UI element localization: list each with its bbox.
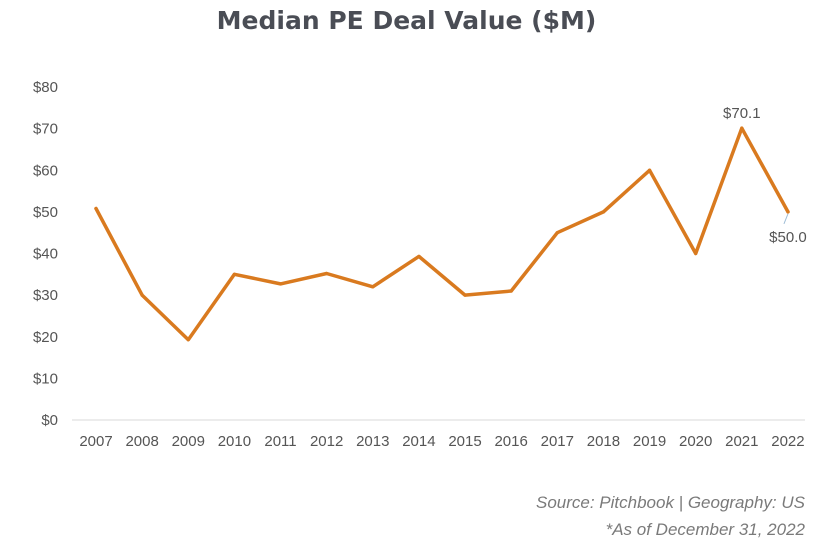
data-point — [555, 231, 559, 235]
x-tick-label: 2013 — [356, 433, 389, 450]
series-layer — [94, 126, 790, 342]
y-tick-label: $0 — [41, 412, 58, 429]
data-point — [278, 282, 283, 286]
data-labels: $70.1 $50.0 — [723, 105, 807, 246]
x-tick-label: 2010 — [218, 433, 251, 450]
data-point — [325, 271, 329, 276]
data-point — [417, 254, 421, 259]
x-tick-label: 2022 — [771, 433, 804, 450]
x-tick-label: 2021 — [725, 433, 758, 450]
data-label: $50.0 — [769, 229, 807, 246]
x-axis: 2007 2008 2009 2010 2011 2012 2013 2014 2015 2016… — [79, 433, 804, 450]
x-tick-label: 2014 — [402, 433, 435, 450]
y-tick-label: $30 — [33, 287, 58, 304]
x-tick-label: 2019 — [633, 433, 666, 450]
data-point — [740, 126, 744, 130]
y-tick-label: $10 — [33, 370, 58, 387]
x-tick-label: 2007 — [79, 433, 112, 450]
x-tick-label: 2015 — [448, 433, 481, 450]
data-point — [463, 293, 467, 297]
data-point — [647, 168, 652, 172]
x-tick-label: 2016 — [494, 433, 527, 450]
y-tick-label: $20 — [33, 329, 58, 346]
source-note: Source: Pitchbook | Geography: US — [535, 493, 805, 512]
data-point — [694, 251, 698, 256]
data-point — [786, 210, 790, 214]
y-tick-label: $70 — [33, 121, 58, 138]
x-tick-label: 2017 — [541, 433, 574, 450]
x-tick-label: 2012 — [310, 433, 343, 450]
data-point — [140, 293, 144, 297]
y-tick-label: $40 — [33, 246, 58, 263]
data-point — [509, 289, 513, 293]
x-tick-label: 2020 — [679, 433, 712, 450]
x-tick-label: 2018 — [587, 433, 620, 450]
data-point — [94, 206, 98, 211]
x-tick-label: 2011 — [264, 433, 296, 450]
data-label-leader — [783, 213, 789, 225]
data-point — [186, 338, 190, 342]
series-line — [94, 126, 790, 342]
y-axis: $0 $10 $20 $30 $40 $50 $60 $70 $80 — [33, 79, 58, 429]
data-point — [601, 210, 606, 214]
x-tick-label: 2009 — [172, 433, 205, 450]
data-point — [371, 285, 375, 289]
line-chart: $0$10$20$30$40$50$60$70$80 2007 2008 2009 2… — [33, 79, 807, 450]
y-tick-label: $50 — [33, 204, 58, 221]
as-of-note: *As of December 31, 2022 — [605, 520, 805, 539]
chart-title: Median PE Deal Value ($M) — [216, 6, 597, 35]
y-tick-label: $80 — [33, 79, 58, 96]
x-tick-label: 2008 — [125, 433, 158, 450]
data-label: $70.1 — [723, 105, 761, 122]
y-tick-label: $60 — [33, 162, 58, 179]
data-point — [232, 272, 236, 276]
